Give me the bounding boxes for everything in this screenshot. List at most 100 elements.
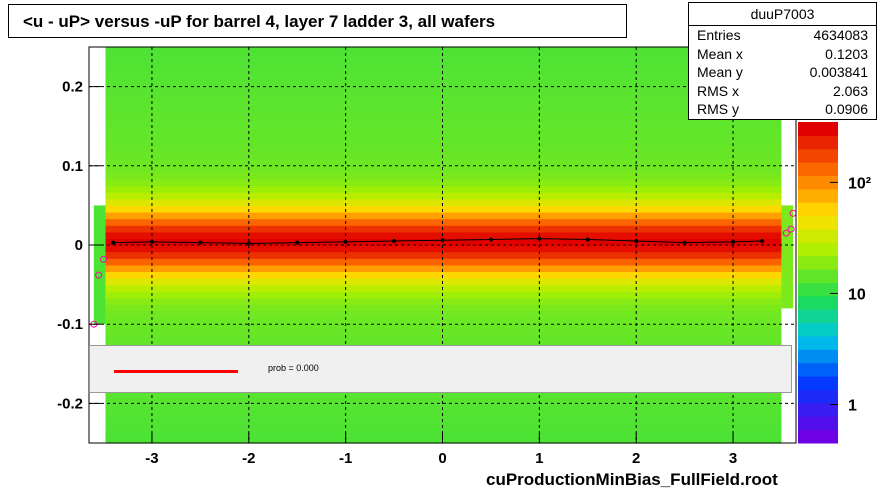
palette-cell <box>798 202 838 217</box>
x-tick-label: -1 <box>339 450 352 467</box>
profile-point <box>760 239 765 244</box>
palette-cell <box>798 389 838 404</box>
y-tick-label: -0.1 <box>57 316 83 333</box>
stats-row: Mean y 0.003841 <box>689 63 876 82</box>
heatmap-band <box>105 99 782 107</box>
profile-point <box>731 239 736 244</box>
stats-row: Entries 4634083 <box>689 26 876 45</box>
stats-label: RMS x <box>697 82 739 99</box>
stats-name: duuP7003 <box>689 3 876 26</box>
heatmap-band <box>105 251 782 259</box>
heatmap-band <box>105 264 782 272</box>
z-tick-label: 10 <box>848 286 866 303</box>
x-tick-label: 0 <box>438 450 446 467</box>
palette-cell <box>798 376 838 390</box>
heatmap-band <box>105 218 782 226</box>
y-tick-label: 0.1 <box>62 158 83 175</box>
heatmap-band <box>105 317 782 325</box>
heatmap-band <box>105 330 782 338</box>
x-tick-label: 3 <box>729 450 737 467</box>
file-name: cuProductionMinBias_FullField.root <box>486 470 778 489</box>
profile-point <box>392 239 397 244</box>
palette-cell <box>798 322 838 337</box>
heatmap-band <box>105 297 782 305</box>
stats-value: 0.1203 <box>825 45 868 62</box>
axes: -3 -2 -1 0 1 2 3 -0.2 -0.1 0 0.1 0.2 <box>57 46 797 467</box>
stats-label: Entries <box>697 27 741 43</box>
heatmap-band <box>105 165 782 173</box>
legend-text: prob = 0.000 <box>268 363 319 373</box>
heatmap-band <box>105 258 782 266</box>
edge-point <box>787 225 795 233</box>
profile-point <box>488 237 493 242</box>
profile-series <box>90 209 797 328</box>
heatmap-band <box>105 410 782 418</box>
x-tick-label: 1 <box>535 450 543 467</box>
chart-title: <u - uP> versus -uP for barrel 4, layer … <box>8 4 627 38</box>
profile-point <box>198 240 203 245</box>
palette-cell <box>798 162 838 176</box>
heatmap-band <box>105 185 782 193</box>
stats-row: Mean x 0.1203 <box>689 45 876 64</box>
heatmap-band <box>105 47 782 55</box>
palette-cell <box>798 362 838 377</box>
palette-cell <box>798 175 838 190</box>
heatmap-band <box>105 390 782 398</box>
heatmap-band <box>105 192 782 200</box>
heatmap-band <box>105 205 782 213</box>
y-tick-label: 0 <box>75 237 83 254</box>
heatmap-band <box>105 93 782 101</box>
heatmap-band <box>105 172 782 180</box>
stats-label: Mean y <box>697 64 743 80</box>
palette-cell <box>798 309 838 324</box>
heatmap-band <box>105 86 782 94</box>
heatmap-band <box>105 179 782 187</box>
heatmap-band <box>105 291 782 299</box>
heatmap-band <box>105 429 782 437</box>
profile-point <box>246 241 251 246</box>
heatmap-band <box>105 198 782 206</box>
fit-legend: prob = 0.000 <box>89 345 792 393</box>
heatmap-band <box>105 284 782 292</box>
heatmap-band <box>105 152 782 160</box>
legend-line <box>114 370 238 373</box>
z-tick-label: 1 <box>848 397 857 414</box>
heatmap-band <box>105 73 782 81</box>
heatmap-band <box>105 271 782 279</box>
palette-cell <box>798 349 838 364</box>
heatmap-band <box>105 212 782 220</box>
heatmap-band <box>105 423 782 431</box>
palette-cell <box>798 229 838 243</box>
profile-point <box>682 240 687 245</box>
profile-point <box>440 238 445 243</box>
palette-cell <box>798 215 838 230</box>
stats-row: RMS y 0.0906 <box>689 100 876 119</box>
x-tick-label: -3 <box>145 450 158 467</box>
stats-label: Mean x <box>697 45 743 62</box>
palette-cell <box>798 336 838 350</box>
heatmap-band <box>105 106 782 114</box>
heatmap-band <box>105 126 782 134</box>
heatmap-band <box>105 60 782 68</box>
stats-value: 0.0906 <box>825 101 868 117</box>
heatmap-band <box>105 238 782 246</box>
edge-point <box>782 229 790 237</box>
x-tick-label: -2 <box>242 450 255 467</box>
heatmap-band <box>105 132 782 140</box>
heatmap-band <box>105 324 782 332</box>
profile-point <box>585 237 590 242</box>
x-tick-label: 2 <box>632 450 640 467</box>
heatmap-band <box>105 337 782 345</box>
stats-value: 4634083 <box>813 27 868 43</box>
heatmap-band <box>105 231 782 239</box>
palette-cell <box>798 148 838 163</box>
stats-value: 2.063 <box>832 82 868 99</box>
profile-point <box>537 236 542 241</box>
heatmap-area <box>93 47 794 444</box>
heatmap-band <box>105 416 782 424</box>
color-palette: 1 10 10² <box>798 122 871 444</box>
y-tick-label: 0.2 <box>62 79 83 96</box>
heatmap-band <box>105 403 782 411</box>
heatmap-band <box>105 80 782 88</box>
